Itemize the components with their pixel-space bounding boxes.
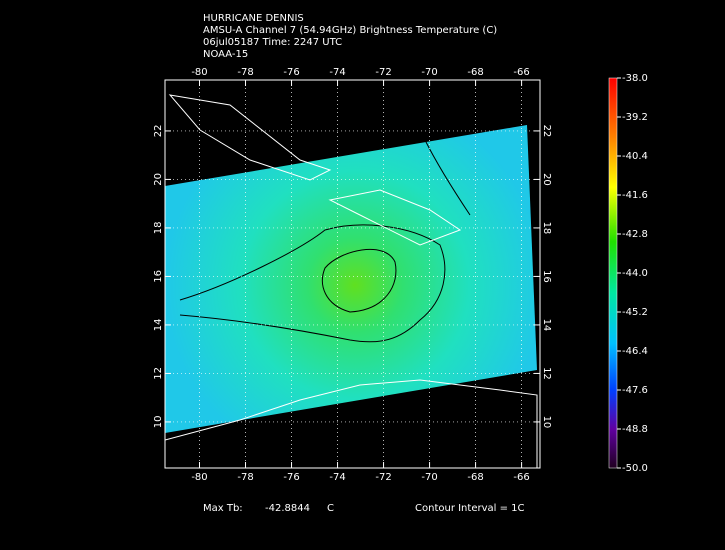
y-tick-label: 18 [541, 222, 552, 235]
x-tick-label: -80 [191, 472, 207, 483]
x-tick-label: -70 [421, 472, 437, 483]
max-label: Max Tb: [203, 503, 243, 514]
x-tick-label: -66 [513, 472, 529, 483]
coastline [165, 94, 538, 468]
colorbar-label: -44.0 [622, 268, 648, 279]
y-tick-label: 14 [153, 319, 164, 332]
y-tick-label: 12 [541, 367, 552, 380]
y-tick-label: 16 [541, 270, 552, 283]
colorbar-label: -41.6 [622, 190, 648, 201]
x-tick-label: -68 [467, 472, 483, 483]
colorbar-label: -45.2 [622, 307, 648, 318]
y-tick-label: 18 [153, 222, 164, 235]
y-tick-label: 22 [153, 125, 164, 138]
x-tick-label: -78 [237, 472, 253, 483]
header-line: NOAA-15 [203, 49, 248, 60]
y-tick-label: 10 [153, 416, 164, 429]
colorbar-label: -42.8 [622, 229, 648, 240]
x-tick-label: -72 [375, 472, 391, 483]
colorbar-label: -50.0 [622, 463, 648, 474]
x-tick-label: -76 [283, 67, 299, 78]
header-line: 06jul05187 Time: 2247 UTC [203, 37, 342, 48]
colorbar-label: -39.2 [622, 112, 648, 123]
y-tick-label: 22 [541, 125, 552, 138]
colorbar-label: -47.6 [622, 385, 648, 396]
header-line: AMSU-A Channel 7 (54.94GHz) Brightness T… [203, 25, 497, 36]
colorbar [608, 77, 618, 469]
x-tick-label: -80 [191, 67, 207, 78]
x-tick-label: -74 [329, 472, 345, 483]
colorbar-label: -38.0 [622, 73, 648, 84]
y-tick-label: 12 [153, 367, 164, 380]
y-tick-label: 20 [541, 173, 552, 186]
contour-interval: Contour Interval = 1C [415, 503, 525, 514]
y-tick-label: 14 [541, 319, 552, 332]
x-tick-label: -68 [467, 67, 483, 78]
colorbar-label: -48.8 [622, 424, 648, 435]
colorbar-ticks: -38.0 -39.2 -40.4 -41.6 -42.8 -44.0 -45.2 -46.4… [617, 73, 648, 474]
x-tick-label: -78 [237, 67, 253, 78]
max-value: -42.8844 [265, 503, 310, 514]
contour [321, 248, 397, 313]
header-line: HURRICANE DENNIS [203, 13, 304, 24]
x-tick-label: -72 [375, 67, 391, 78]
max-unit: C [327, 503, 334, 514]
x-tick-label: -66 [513, 67, 529, 78]
colorbar-label: -46.4 [622, 346, 648, 357]
x-tick-label: -70 [421, 67, 437, 78]
y-tick-label: 16 [153, 270, 164, 283]
contour [179, 224, 446, 343]
x-tick-label: -76 [283, 472, 299, 483]
y-tick-label: 20 [153, 173, 164, 186]
map-frame [164, 79, 541, 469]
colorbar-label: -40.4 [622, 151, 648, 162]
x-tick-label: -74 [329, 67, 345, 78]
data-swath [165, 125, 537, 433]
y-tick-label: 10 [541, 416, 552, 429]
map-axes: -80 -80 -78 -78 -76 -76 -74 -74 -72 -72 -70 -70 -68 -… [153, 67, 552, 483]
